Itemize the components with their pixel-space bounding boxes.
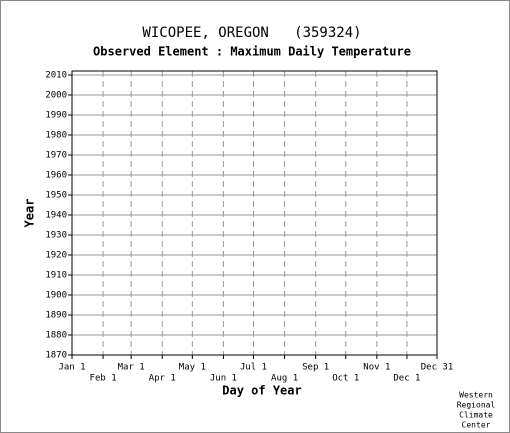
y-tick-label: 1890	[45, 311, 67, 321]
y-tick-label: 1910	[45, 271, 67, 281]
x-tick-label: Jun 1	[210, 374, 237, 384]
chart-subtitle: Observed Element : Maximum Daily Tempera…	[93, 45, 411, 59]
y-tick-label: 1940	[45, 211, 67, 221]
chart-title: WICOPEE, OREGON (359324)	[142, 25, 361, 41]
x-tick-label: Sep 1	[302, 363, 329, 373]
y-tick-label: 1980	[45, 131, 67, 141]
credit: Center	[462, 421, 491, 430]
x-tick-label: Oct 1	[332, 374, 359, 384]
x-tick-label: Dec 1	[393, 374, 420, 384]
y-tick-label: 1880	[45, 331, 67, 341]
x-tick-label: Nov 1	[363, 363, 390, 373]
x-tick-label: Jul 1	[240, 363, 267, 373]
y-axis-label: Year	[23, 199, 37, 228]
plot-area	[71, 70, 438, 356]
x-tick-label: Mar 1	[118, 363, 145, 373]
y-tick-label: 2010	[45, 71, 67, 81]
x-tick-label: Feb 1	[90, 374, 117, 384]
y-tick-label: 1970	[45, 151, 67, 161]
x-tick-label: May 1	[179, 363, 206, 373]
y-tick-label: 1900	[45, 291, 67, 301]
x-tick-label: Dec 31	[421, 363, 454, 373]
credit: Climate	[459, 411, 493, 420]
x-axis-label: Day of Year	[222, 384, 301, 398]
y-tick-label: 2000	[45, 91, 67, 101]
y-tick-label: 1960	[45, 171, 67, 181]
y-tick-label: 1920	[45, 251, 67, 261]
y-tick-label: 1990	[45, 111, 67, 121]
y-tick-label: 1930	[45, 231, 67, 241]
credit: Western	[459, 391, 493, 400]
credit: Regional	[457, 401, 496, 410]
x-tick-label: Apr 1	[149, 374, 176, 384]
x-tick-label: Jan 1	[58, 363, 85, 373]
y-tick-label: 1950	[45, 191, 67, 201]
x-tick-label: Aug 1	[271, 374, 298, 384]
y-tick-label: 1870	[45, 351, 67, 361]
